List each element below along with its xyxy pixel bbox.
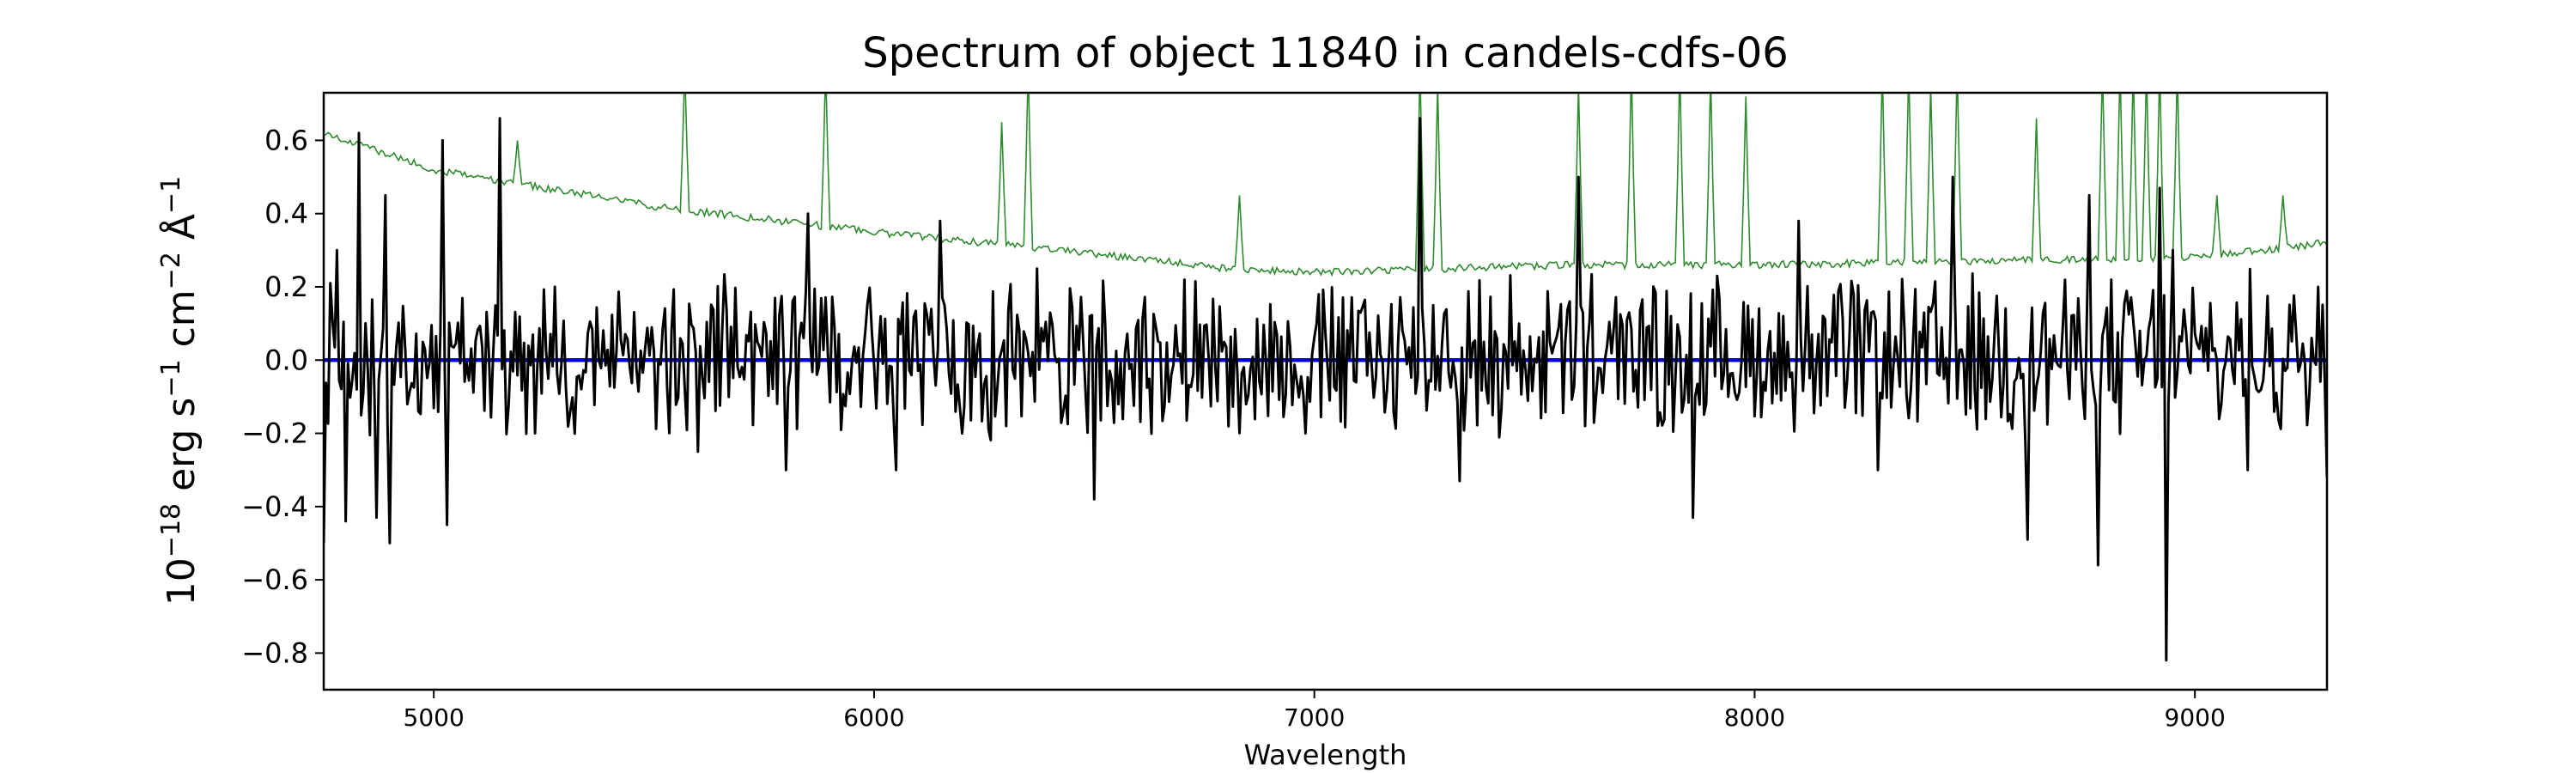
flux-line xyxy=(324,117,2327,662)
x-axis-ticks: 5000 6000 7000 8000 9000 xyxy=(404,690,2226,732)
y-axis-label: 10−18 erg s−1 cm−2 Å−1 xyxy=(156,176,204,606)
plot-area xyxy=(324,93,2327,662)
x-tick-label: 7000 xyxy=(1284,703,1345,732)
error-line xyxy=(324,93,2327,277)
chart-title: Spectrum of object 11840 in candels-cdfs… xyxy=(862,29,1789,77)
y-axis-ticks: 0.6 0.4 0.2 0.0 −0.2 −0.4 −0.6 −0.8 xyxy=(241,124,324,669)
y-tick-label: 0.4 xyxy=(264,198,308,230)
x-tick-label: 9000 xyxy=(2165,703,2226,732)
error-spectrum xyxy=(324,93,2327,277)
x-tick-label: 8000 xyxy=(1724,703,1785,732)
plot-frame xyxy=(322,91,2329,691)
y-tick-label: 0.0 xyxy=(264,344,308,376)
y-tick-label: −0.8 xyxy=(241,636,308,669)
x-axis-label: Wavelength xyxy=(1244,739,1407,771)
y-tick-label: −0.4 xyxy=(241,490,308,523)
x-tick-label: 5000 xyxy=(404,703,465,732)
y-tick-label: −0.6 xyxy=(241,563,308,596)
y-tick-label: −0.2 xyxy=(241,417,308,450)
y-tick-label: 0.6 xyxy=(264,124,308,156)
x-tick-label: 6000 xyxy=(843,703,904,732)
y-tick-label: 0.2 xyxy=(264,271,308,303)
flux-spectrum xyxy=(324,117,2327,662)
